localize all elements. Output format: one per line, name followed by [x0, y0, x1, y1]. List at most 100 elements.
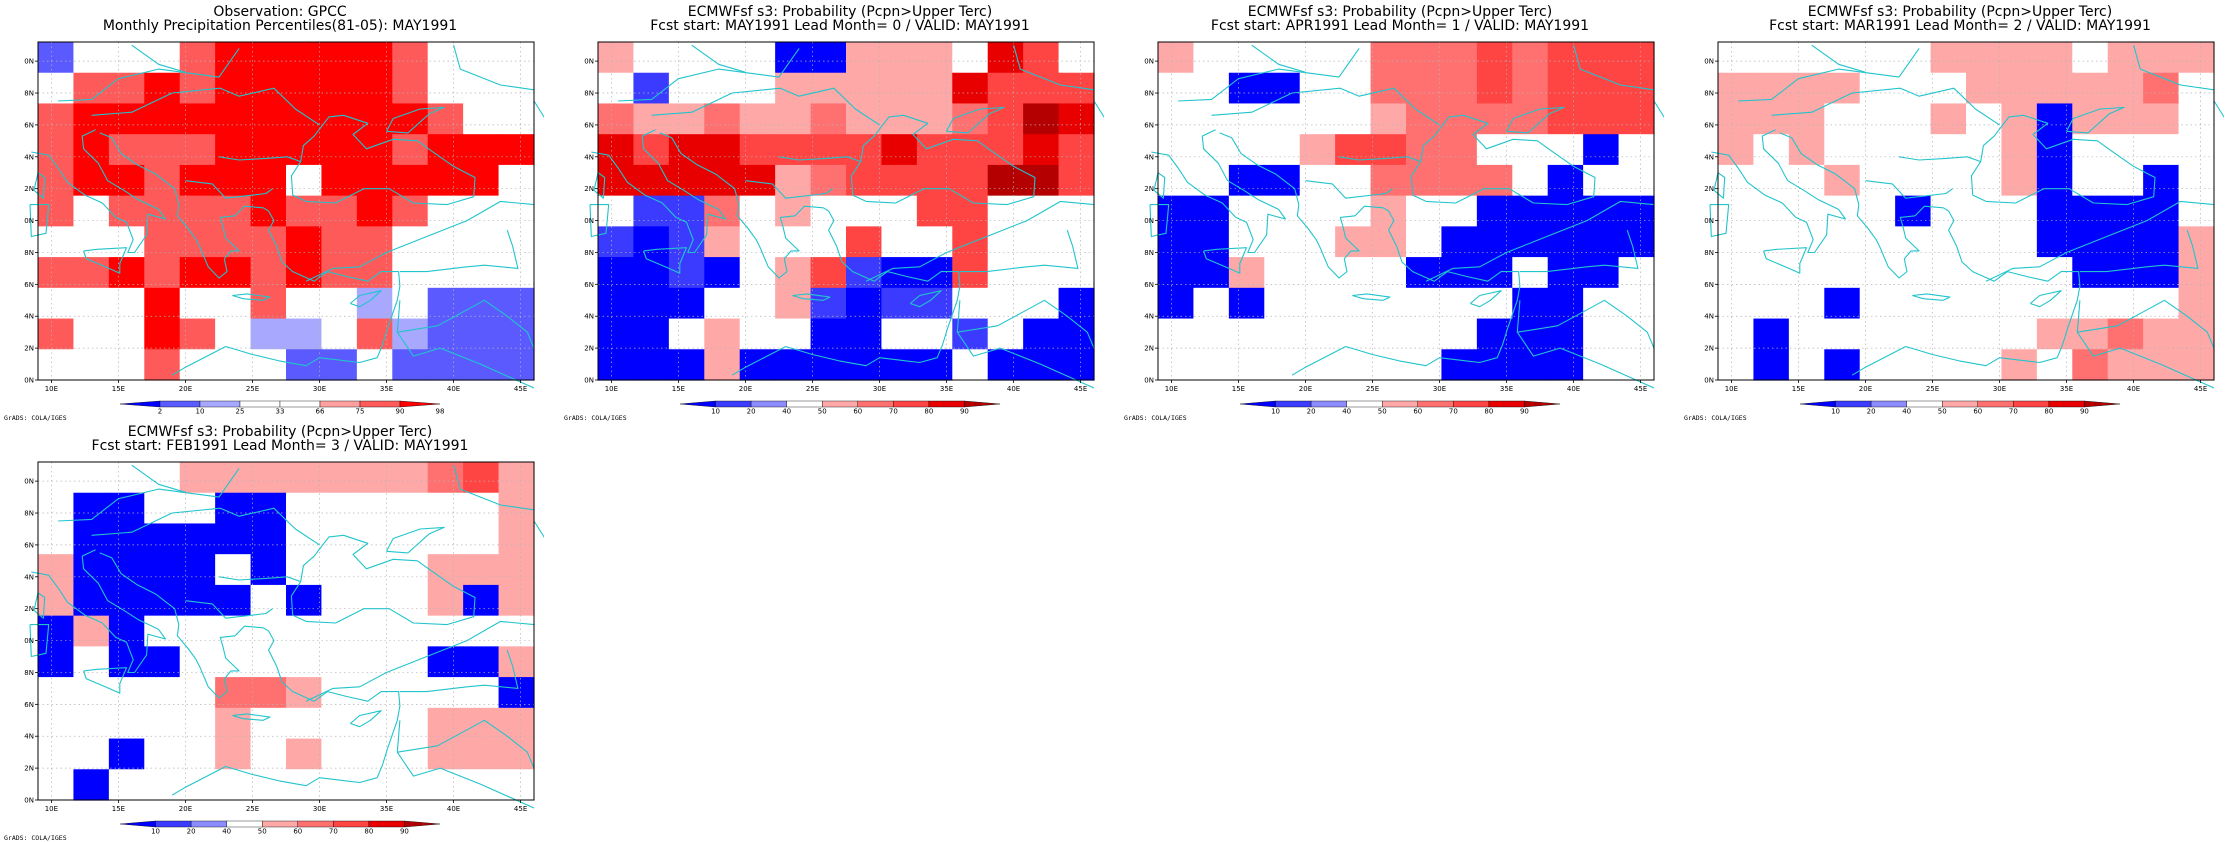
probability-map: 10E 15E 20E 25E 30E 35E 40E 45E 30N 32N 34N 36N 38N 4…: [584, 41, 1104, 393]
grid-cell: [704, 164, 741, 197]
grid-cell: [704, 72, 741, 105]
grads-credit: GrADS: COLA/IGES: [4, 834, 67, 842]
colorbar-label: 60: [1973, 408, 1982, 415]
grid-cell: [1618, 134, 1655, 166]
grid-cell: [1158, 226, 1195, 258]
coastlines: [589, 44, 1104, 389]
grid-cell: [987, 226, 1024, 258]
grid-cell: [775, 164, 812, 197]
grid-cell: [321, 287, 358, 320]
grid-cell: [1370, 72, 1407, 105]
grid-cell: [498, 226, 535, 258]
grid-cell: [952, 72, 989, 105]
grid-cell: [1718, 257, 1755, 289]
colorbar-swatch: [1239, 400, 1276, 408]
grid-cell: [1193, 103, 1230, 135]
grid-cell: [73, 257, 110, 289]
colorbar-label: 20: [187, 828, 196, 835]
grid-cell: [1228, 287, 1265, 320]
grid-cell: [1718, 226, 1755, 258]
grid-cell: [321, 195, 358, 227]
grid-cell: [498, 349, 535, 381]
grid-cell: [215, 769, 252, 801]
grid-cell: [1966, 134, 2003, 166]
grid-cell: [1228, 349, 1265, 381]
grid-cell: [144, 164, 181, 197]
grid-cell: [144, 195, 181, 227]
colorbar-swatch: [399, 400, 441, 408]
grid-cell: [1718, 103, 1755, 135]
lat-tick-label: 40N: [1704, 217, 1714, 225]
grid-cell: [633, 349, 670, 381]
lat-tick-label: 38N: [1144, 249, 1154, 257]
grid-cell: [1264, 287, 1301, 320]
grid-cell: [108, 584, 145, 617]
grid-cell: [73, 615, 110, 647]
grid-cell: [144, 257, 181, 289]
lat-tick-label: 48N: [1144, 90, 1154, 98]
colorbar: 10 20 40 50 60 70 80 90: [119, 820, 441, 835]
grid-cell: [108, 738, 145, 770]
grid-cell: [463, 226, 500, 258]
grid-cell: [2178, 349, 2215, 381]
grid-cell: [704, 134, 741, 166]
grid-cell: [498, 523, 535, 555]
grid-cell: [427, 584, 464, 617]
lat-tick-label: 40N: [24, 637, 34, 645]
grid-cell: [250, 72, 287, 105]
panel-lead-0: ECMWFsf s3: Probability (Pcpn>Upper Terc…: [560, 0, 1120, 422]
lon-tick-label: 15E: [112, 805, 125, 813]
grid-cell: [108, 134, 145, 166]
grid-cell: [916, 195, 953, 227]
grid-cell: [463, 134, 500, 166]
grid-cell: [1193, 287, 1230, 320]
lon-tick-label: 15E: [1792, 385, 1805, 393]
grid-cell: [321, 349, 358, 381]
grid-cell: [2001, 349, 2038, 381]
grid-cell: [356, 738, 393, 770]
grid-cell: [1824, 287, 1861, 320]
grid-cell: [463, 103, 500, 135]
grid-cell: [356, 584, 393, 617]
grid-cell: [1058, 226, 1095, 258]
grid-cell: [215, 134, 252, 166]
grid-cell: [987, 349, 1024, 381]
grid-cell: [1299, 134, 1336, 166]
grid-cell: [1718, 72, 1755, 105]
grid-cell: [1618, 164, 1655, 197]
grid-cell: [810, 42, 847, 74]
grid-cell: [598, 134, 635, 166]
grid-cell: [250, 287, 287, 320]
grid-cell: [2178, 195, 2215, 227]
grid-cell: [775, 103, 812, 135]
grid-cell: [1335, 195, 1372, 227]
grid-cell: [987, 72, 1024, 105]
grid-cell: [1824, 134, 1861, 166]
lon-tick-label: 25E: [1366, 385, 1379, 393]
grid-cell: [1058, 349, 1095, 381]
grid-cell: [633, 195, 670, 227]
grid-cell: [215, 615, 252, 647]
grid-cell: [987, 257, 1024, 289]
colorbar-swatch: [239, 400, 281, 408]
grid-cell: [250, 318, 287, 350]
grid-cell: [356, 318, 393, 350]
lon-tick-label: 10E: [605, 385, 618, 393]
grid-cell: [1895, 103, 1932, 135]
lon-tick-label: 10E: [45, 805, 58, 813]
grid-cell: [179, 554, 216, 586]
colorbar-label: 60: [1413, 408, 1422, 415]
lat-tick-label: 36N: [24, 701, 34, 709]
grid-cell: [1158, 42, 1195, 74]
colorbar-label: 50: [1938, 408, 1947, 415]
grid-cell: [1058, 103, 1095, 135]
grid-cell: [1406, 287, 1443, 320]
grid-cell: [1406, 226, 1443, 258]
grid-cell: [427, 523, 464, 555]
grid-cell: [73, 584, 110, 617]
panel-subtitle: Monthly Precipitation Percentiles(81-05)…: [102, 18, 458, 34]
grid-cell: [881, 72, 918, 105]
grid-cell: [1023, 103, 1060, 135]
colorbar-label: 20: [1867, 408, 1876, 415]
probability-map: 10E 15E 20E 25E 30E 35E 40E 45E 30N 32N 34N 36N 38N 4…: [24, 461, 544, 813]
